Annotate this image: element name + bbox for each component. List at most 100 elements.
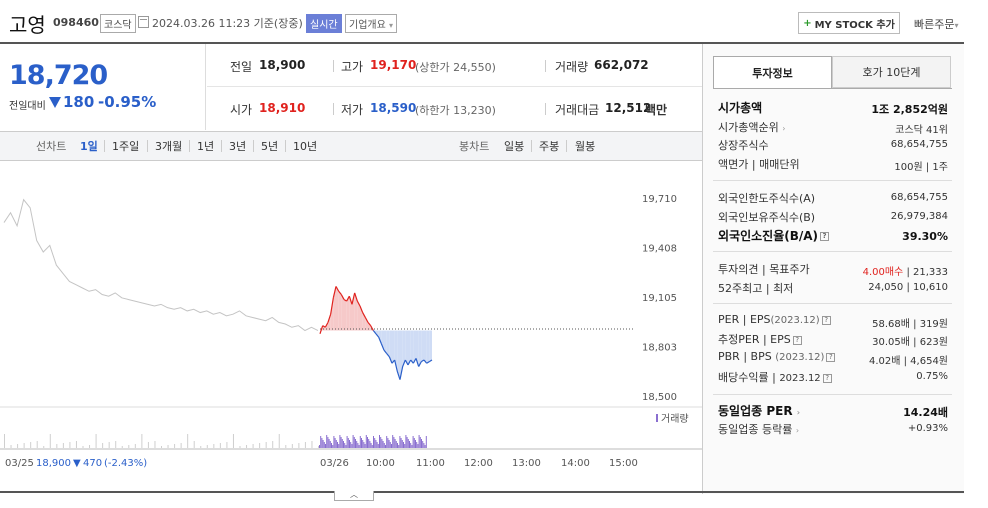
volume-bar [392, 435, 394, 448]
today-area-segment [408, 330, 411, 365]
volume-bars [4, 434, 427, 448]
help-icon[interactable]: ? [821, 315, 831, 325]
today-area-segment [424, 330, 427, 364]
foreign-limit-value: 68,654,755 [890, 192, 948, 203]
tab-3month[interactable]: 3개월 [155, 140, 183, 153]
volume-bar [167, 445, 169, 448]
tab-monthly-candle[interactable]: 월봉 [575, 140, 596, 153]
sector-rate-link[interactable]: 동일업종 등락률 › [718, 423, 800, 436]
amount-value: 12,512 [605, 101, 652, 115]
price-chart[interactable]: 19,710 19,408 19,105 18,803 18,500 거래량 03/26… [0, 162, 702, 494]
today-line-segment [340, 294, 345, 300]
volume-bar [418, 435, 420, 448]
today-line-segment [327, 313, 332, 323]
divider [566, 140, 567, 152]
help-icon[interactable]: ? [820, 232, 830, 241]
dividend-value: 0.75% [916, 371, 948, 382]
divider [147, 140, 148, 152]
tab-1week[interactable]: 1주일 [112, 140, 140, 153]
quick-order-button[interactable]: 빠른주문▾ [914, 18, 959, 31]
tab-10year[interactable]: 10년 [293, 140, 318, 153]
volume-bar [323, 442, 325, 448]
today-area-segment [341, 294, 344, 331]
volume-bar [232, 434, 234, 448]
help-icon[interactable]: ? [792, 335, 802, 345]
today-area-segment [381, 330, 384, 351]
today-line-segment [396, 371, 401, 380]
volume-bar [174, 444, 176, 448]
today-area-segment [397, 330, 400, 380]
volume-bar [95, 434, 97, 448]
cap-rank-link[interactable]: 시가총액순위 › [718, 121, 786, 134]
volume-bar [341, 439, 343, 448]
tab-weekly-candle[interactable]: 주봉 [539, 140, 560, 153]
volume-bar [364, 444, 366, 448]
volume-bar [108, 442, 110, 448]
today-area-segment [386, 330, 390, 357]
volume-bar [338, 444, 340, 448]
help-icon[interactable]: ? [826, 352, 836, 362]
chevron-right-icon: › [796, 408, 801, 417]
volume-bar [311, 441, 313, 448]
tab-3year[interactable]: 3년 [229, 140, 247, 153]
collapse-button[interactable]: ︿ [334, 491, 374, 501]
volume-bar [351, 444, 353, 448]
volume-bar [365, 435, 367, 448]
volume-bar [193, 441, 195, 448]
volume-bar [391, 444, 392, 448]
add-mystock-button[interactable]: + MY STOCK 추가 [798, 12, 900, 34]
today-line-segment [319, 325, 324, 335]
volume-bar [357, 443, 359, 448]
volume-bar [415, 440, 416, 448]
tab-1day[interactable]: 1일 [80, 140, 98, 153]
company-overview-dropdown[interactable]: 기업개요 ▾ [345, 14, 398, 33]
volume-bar [393, 437, 395, 448]
volume-bar [239, 446, 241, 448]
volume-bar [115, 441, 117, 448]
volume-legend: 거래량 [661, 413, 689, 425]
today-area-segment [405, 330, 408, 365]
tab-quote-10[interactable]: 호가 10단계 [832, 56, 951, 88]
per-eps-value: 58.68배 | 319원 [872, 319, 948, 330]
stock-name: 고영 [9, 13, 46, 37]
volume-bar [333, 436, 335, 448]
tab-invest-info[interactable]: 투자정보 [713, 56, 832, 88]
tab-5year[interactable]: 5년 [261, 140, 279, 153]
today-line-segment [426, 361, 430, 364]
volume-bar [332, 445, 334, 448]
volume-bar [423, 443, 425, 448]
range52-value: 24,050 | 10,610 [868, 282, 948, 293]
volume-bar [370, 443, 372, 448]
volume-bar [397, 443, 398, 448]
today-line-segment [415, 358, 420, 367]
volume-bar [246, 445, 248, 448]
volume-bar [416, 442, 418, 448]
today-line-segment [335, 286, 340, 292]
foreign-hold-value: 26,979,384 [890, 211, 948, 222]
help-icon[interactable]: ? [822, 373, 832, 383]
volume-bar [10, 445, 12, 448]
volume-bar [23, 443, 25, 448]
volume-bar [376, 442, 378, 448]
volume-bar [425, 436, 427, 448]
today-area-segment [410, 330, 414, 364]
volume-bar [322, 440, 324, 448]
today-line-segment [418, 361, 422, 367]
plus-icon: + [803, 17, 812, 29]
foreign-rate-value: 39.30% [902, 230, 948, 243]
tab-1year[interactable]: 1년 [197, 140, 215, 153]
range52-label: 52주최고 | 최저 [718, 282, 794, 295]
lower-limit: (하한가 13,230) [415, 104, 496, 117]
par-unit-value: 100원 | 1주 [894, 162, 948, 173]
volume-value: 662,072 [594, 58, 649, 72]
divider [253, 140, 254, 152]
today-line-segment [346, 295, 350, 302]
volume-bar [375, 440, 377, 448]
volume-bar [356, 441, 358, 448]
volume-bar [102, 443, 104, 448]
today-line-segment [394, 359, 398, 372]
sector-per-link[interactable]: 동일업종 PER › [718, 404, 801, 418]
tab-daily-candle[interactable]: 일봉 [504, 140, 525, 153]
today-area-segment [402, 330, 406, 367]
today-area-segment [413, 330, 416, 364]
